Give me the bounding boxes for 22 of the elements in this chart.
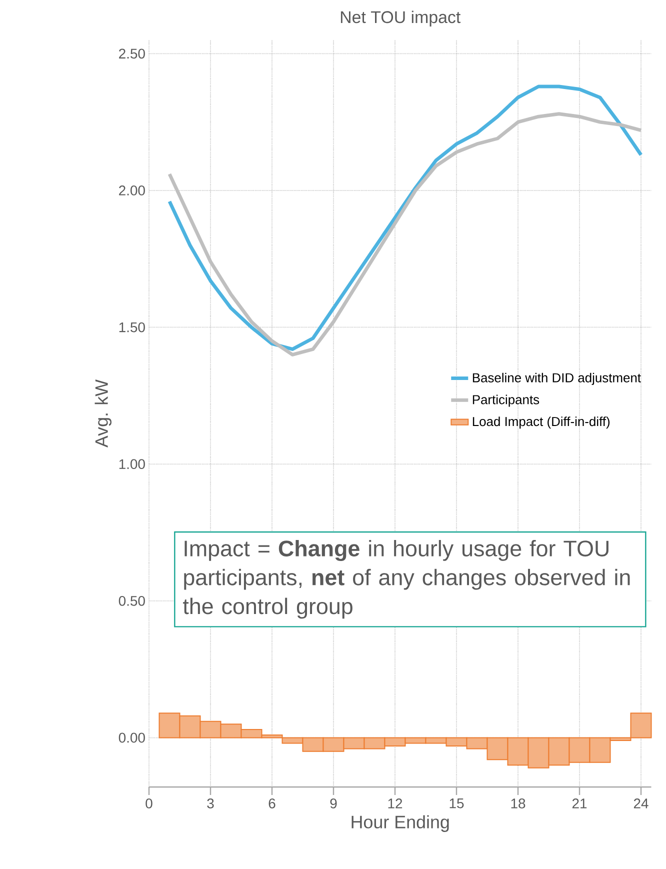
y-tick-label: 1.00 — [119, 459, 145, 470]
legend-label: Baseline with DID adjustment — [472, 372, 641, 385]
x-tick-label: 15 — [450, 798, 464, 808]
y-tick-label: 2.00 — [119, 186, 145, 196]
y-tick-label: 0.50 — [118, 596, 145, 606]
y-tick-label: 0.00 — [118, 732, 145, 743]
x-tick-label: 24 — [634, 798, 648, 808]
x-tick-label: 12 — [388, 798, 402, 808]
y-tick-label: 1.50 — [119, 322, 145, 332]
x-tick-label: 9 — [330, 798, 337, 808]
chart-title: Net TOU impact — [340, 10, 461, 26]
x-tick-label: 0 — [146, 798, 152, 808]
x-tick-label: 21 — [572, 798, 587, 808]
x-axis-title: Hour Ending — [352, 815, 449, 832]
x-tick-label: 3 — [207, 798, 214, 808]
y-axis-title: Avg. kW — [94, 380, 112, 448]
x-tick-label: 6 — [268, 798, 276, 808]
legend-label: Participants — [472, 394, 540, 407]
text: Impact = Change in hourly usage for TOU participants, net of any changes observed in the control group — [183, 540, 630, 619]
x-tick-label: 18 — [511, 798, 526, 808]
y-tick-label: 2.50 — [119, 48, 145, 59]
legend-label: Load Impact (Diff-in-diff) — [472, 416, 610, 429]
